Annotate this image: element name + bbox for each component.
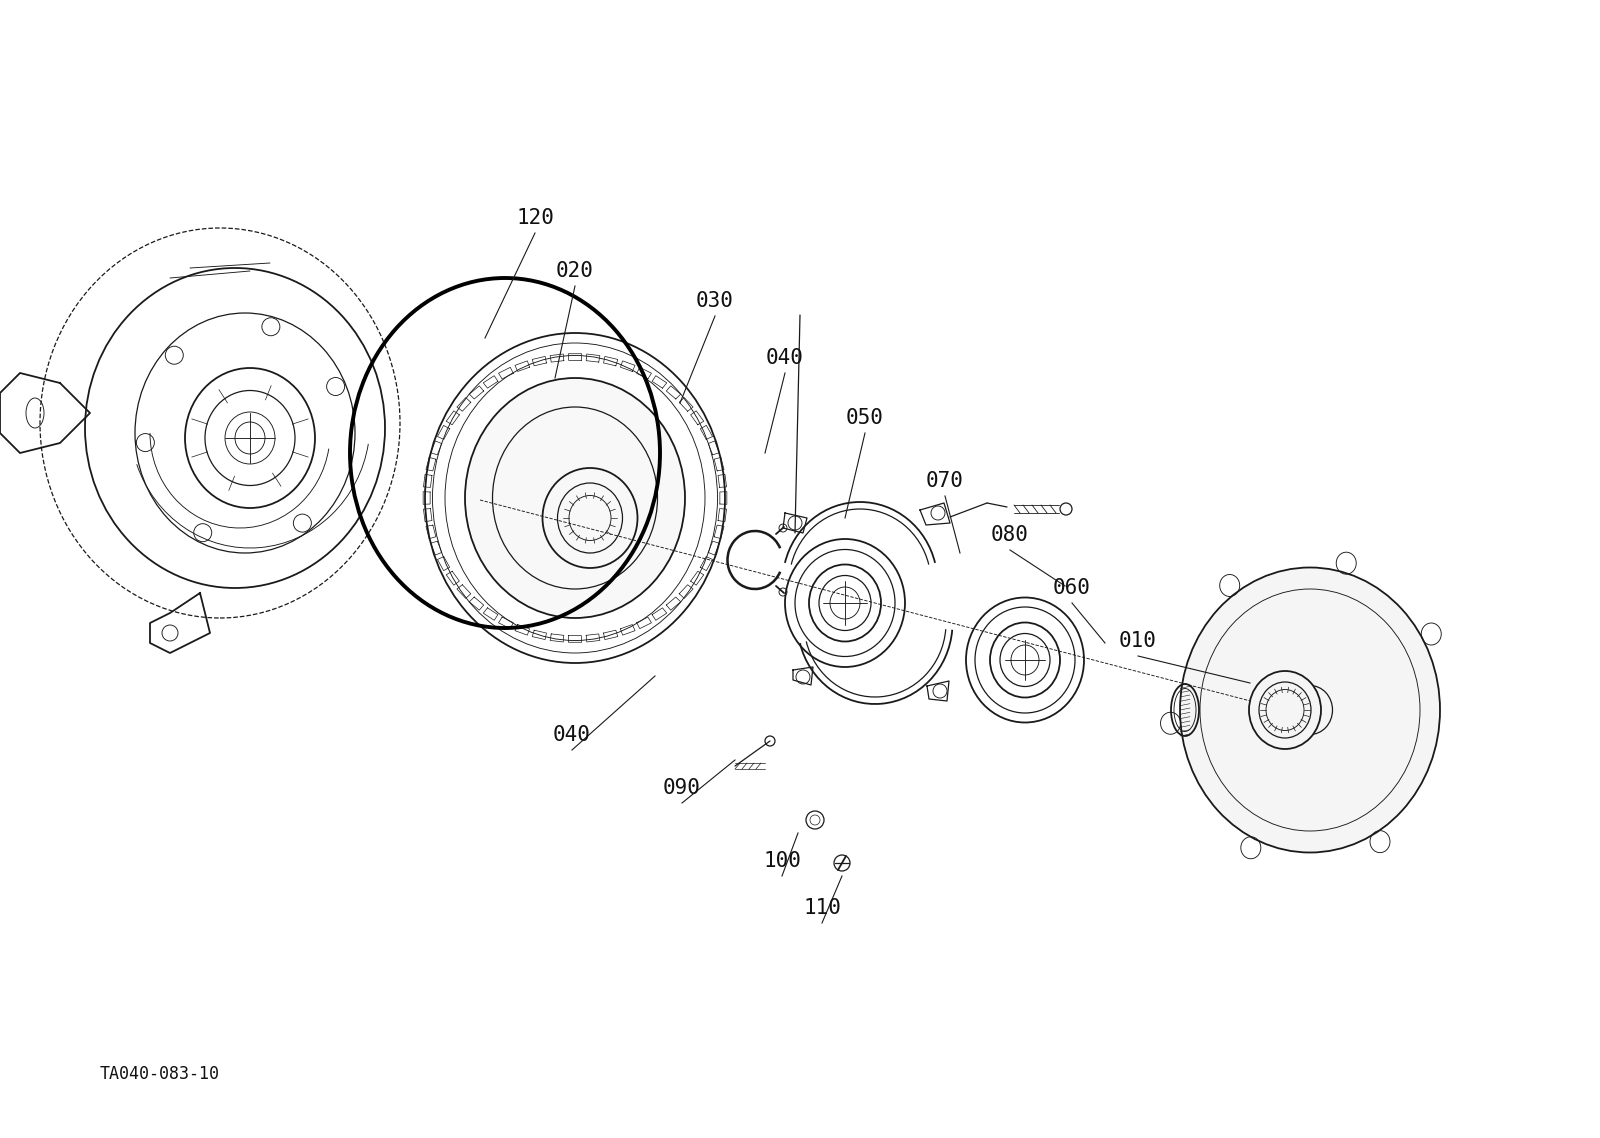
- Text: 050: 050: [846, 409, 883, 428]
- Text: 080: 080: [990, 525, 1029, 545]
- Ellipse shape: [466, 378, 685, 618]
- Text: 070: 070: [926, 471, 963, 490]
- Ellipse shape: [1250, 671, 1322, 749]
- Text: 090: 090: [662, 778, 701, 798]
- Text: 060: 060: [1053, 578, 1091, 597]
- Ellipse shape: [1181, 568, 1440, 852]
- Text: TA040-083-10: TA040-083-10: [99, 1065, 221, 1083]
- Text: 030: 030: [696, 291, 734, 311]
- Text: 110: 110: [803, 898, 842, 918]
- Text: 120: 120: [517, 208, 554, 228]
- Text: 040: 040: [554, 725, 590, 745]
- Text: 020: 020: [557, 261, 594, 281]
- Text: 100: 100: [763, 851, 802, 871]
- Text: 040: 040: [766, 348, 803, 368]
- Text: 010: 010: [1118, 630, 1157, 651]
